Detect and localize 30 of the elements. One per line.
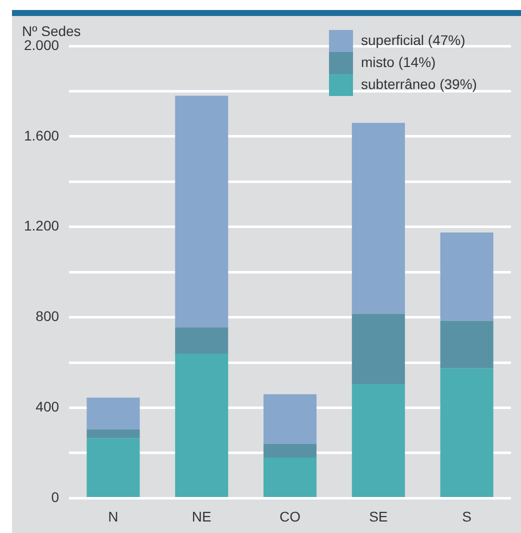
bar: [86, 398, 140, 430]
y-axis-title: Nº Sedes: [22, 23, 81, 39]
x-tick-label: S: [462, 508, 472, 524]
bar: [352, 384, 405, 497]
bar: [440, 232, 494, 321]
bar: [440, 368, 494, 497]
x-tick-label: SE: [369, 508, 388, 524]
bar: [175, 96, 228, 328]
legend-label: subterrâneo (39%): [361, 76, 477, 92]
x-tick-label: NE: [192, 508, 212, 524]
x-tick-label: N: [108, 508, 118, 524]
bar: [175, 353, 228, 497]
y-tick-label: 400: [36, 398, 60, 415]
legend-label: misto (14%): [361, 54, 436, 70]
y-tick-label: 0: [51, 489, 60, 506]
bar: [175, 327, 228, 354]
legend-label: superficial (47%): [361, 32, 466, 48]
y-tick-label: 2.000: [24, 36, 60, 53]
bar: [440, 320, 494, 368]
bar: [264, 458, 317, 497]
bar: [352, 314, 405, 384]
bar: [86, 429, 140, 438]
bar: [264, 394, 317, 444]
bar: [86, 438, 140, 497]
x-tick-label: CO: [280, 508, 301, 524]
bar: [352, 122, 405, 314]
y-tick-label: 800: [36, 308, 60, 324]
y-tick-label: 1.600: [24, 127, 60, 144]
bar: [264, 444, 317, 458]
y-tick-label: 1.200: [24, 218, 60, 234]
